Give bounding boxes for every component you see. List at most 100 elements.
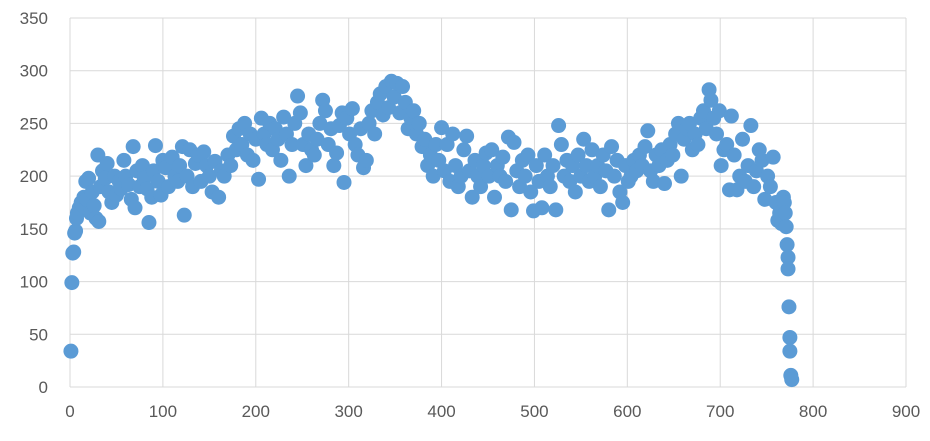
data-point xyxy=(223,158,239,174)
data-point xyxy=(428,137,444,153)
data-point xyxy=(782,329,798,345)
data-point xyxy=(116,152,132,168)
data-point xyxy=(743,118,759,134)
data-point xyxy=(147,138,163,154)
data-point xyxy=(99,155,115,171)
data-point xyxy=(551,118,567,134)
y-tick-label: 300 xyxy=(20,62,48,81)
data-point xyxy=(780,249,796,265)
data-point xyxy=(615,195,631,210)
data-points xyxy=(63,73,800,388)
data-point xyxy=(784,372,800,388)
data-point xyxy=(517,168,533,184)
data-point xyxy=(292,105,308,121)
data-point xyxy=(709,126,725,142)
data-point xyxy=(762,179,778,195)
y-tick-label: 0 xyxy=(39,378,48,397)
data-point xyxy=(464,189,480,205)
y-tick-label: 250 xyxy=(20,114,48,133)
data-point xyxy=(445,126,461,142)
data-point xyxy=(606,168,622,184)
data-point xyxy=(434,120,450,136)
data-point xyxy=(781,299,797,315)
x-tick-label: 500 xyxy=(520,402,548,421)
data-point xyxy=(459,128,475,144)
data-point xyxy=(645,173,661,189)
data-point xyxy=(506,134,522,150)
data-point xyxy=(523,184,539,200)
data-point xyxy=(245,152,261,168)
x-tick-label: 0 xyxy=(65,402,74,421)
data-point xyxy=(284,137,300,153)
data-point xyxy=(528,158,544,174)
data-point xyxy=(570,147,586,163)
data-point xyxy=(778,219,794,235)
data-point xyxy=(273,152,289,168)
data-point xyxy=(604,139,620,155)
x-tick-label: 800 xyxy=(799,402,827,421)
data-point xyxy=(481,168,497,184)
x-tick-label: 900 xyxy=(892,402,920,421)
data-point xyxy=(777,205,793,221)
data-point xyxy=(765,149,781,165)
data-point xyxy=(121,177,137,193)
x-tick-label: 200 xyxy=(242,402,270,421)
data-point xyxy=(425,168,441,184)
x-tick-label: 100 xyxy=(149,402,177,421)
data-point xyxy=(358,152,374,168)
data-point xyxy=(417,131,433,147)
data-point xyxy=(567,184,583,200)
data-point xyxy=(520,147,536,163)
data-point xyxy=(125,139,141,155)
x-tick-label: 700 xyxy=(706,402,734,421)
data-point xyxy=(344,101,360,117)
data-point xyxy=(584,142,600,158)
data-point xyxy=(306,147,322,163)
data-point xyxy=(601,202,617,218)
x-tick-label: 600 xyxy=(613,402,641,421)
data-point xyxy=(211,189,227,205)
data-point xyxy=(487,189,503,205)
data-point xyxy=(713,158,729,174)
data-point xyxy=(673,168,689,184)
data-point xyxy=(329,145,345,161)
data-point xyxy=(411,115,427,131)
y-tick-label: 200 xyxy=(20,167,48,186)
data-point xyxy=(534,200,550,216)
y-tick-label: 100 xyxy=(20,273,48,292)
data-point xyxy=(690,137,706,153)
data-point xyxy=(537,147,553,163)
data-point xyxy=(782,343,798,359)
data-point xyxy=(548,202,564,218)
tick-labels: 0 50 100 150 200 250 300 350 0 100 200 300 400 500 600… xyxy=(20,9,921,421)
data-point xyxy=(395,79,411,95)
data-point xyxy=(134,158,150,174)
data-point xyxy=(637,139,653,155)
data-point xyxy=(746,179,762,195)
y-tick-label: 350 xyxy=(20,9,48,28)
data-point xyxy=(81,170,97,186)
data-point xyxy=(553,137,569,153)
data-point xyxy=(723,108,739,124)
y-tick-label: 50 xyxy=(29,325,48,344)
data-point xyxy=(64,275,80,291)
data-point xyxy=(719,137,735,153)
data-point xyxy=(141,215,157,231)
data-point xyxy=(656,176,672,192)
data-point xyxy=(86,198,102,214)
data-point xyxy=(779,237,795,253)
data-point xyxy=(276,109,292,125)
x-tick-label: 400 xyxy=(427,402,455,421)
data-point xyxy=(196,144,212,160)
data-point xyxy=(172,158,188,174)
data-point xyxy=(68,223,84,239)
data-point xyxy=(66,244,82,260)
data-point xyxy=(473,179,489,195)
data-point xyxy=(640,123,656,139)
data-point xyxy=(367,126,383,142)
data-point xyxy=(503,202,519,218)
data-point xyxy=(127,200,143,216)
x-tick-label: 300 xyxy=(334,402,362,421)
